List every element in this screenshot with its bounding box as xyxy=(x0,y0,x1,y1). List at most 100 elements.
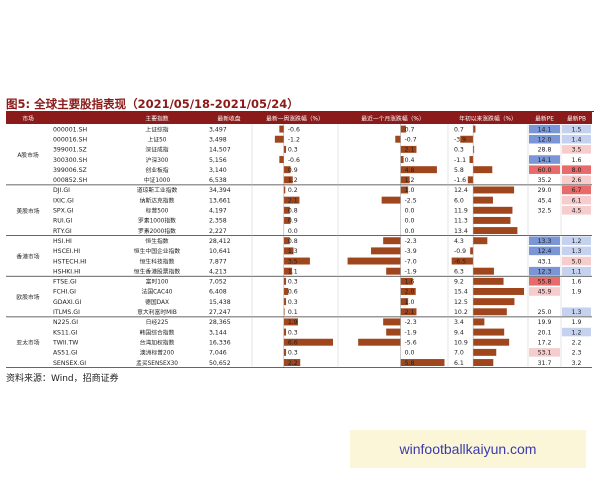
pb-cell-bg xyxy=(562,185,591,195)
pe-cell-bg xyxy=(529,236,560,245)
week-bar xyxy=(283,338,334,346)
ytd-value: 5.8 xyxy=(454,167,464,174)
pe-cell-bg xyxy=(529,134,560,144)
ytd-value: 12.4 xyxy=(454,187,468,194)
index-name: 沪深300 xyxy=(146,156,169,164)
close-value: 2,227 xyxy=(209,228,227,235)
pb-value: 2.6 xyxy=(572,177,582,184)
pb-value: 2.3 xyxy=(572,350,582,357)
month-bar xyxy=(395,135,401,143)
week-bar xyxy=(283,267,293,275)
ytd-bar xyxy=(473,166,493,174)
week-bar xyxy=(283,308,285,316)
index-code: SPX.GI xyxy=(53,208,74,215)
watermark-text: winfootballkaiyun.com xyxy=(399,441,537,457)
index-code: 000852.SH xyxy=(53,177,88,184)
close-value: 15,438 xyxy=(209,299,231,306)
pb-value: 1.5 xyxy=(572,126,582,133)
week-value: 0.3 xyxy=(288,350,298,357)
index-code: KS11.GI xyxy=(53,329,78,336)
month-bar xyxy=(386,267,401,275)
pe-value: 45.4 xyxy=(538,197,552,204)
week-value: 0.3 xyxy=(288,279,298,286)
pb-value: 3.2 xyxy=(572,360,582,367)
month-bar xyxy=(386,328,401,336)
ytd-value: -1.6 xyxy=(454,177,466,184)
pb-value: 5.0 xyxy=(572,258,582,265)
index-name: 创业板指 xyxy=(145,166,168,174)
index-name: 韩国综合指数 xyxy=(140,328,175,336)
ytd-value: 10.2 xyxy=(454,309,468,316)
close-value: 50,652 xyxy=(209,360,231,367)
week-value: 2.1 xyxy=(288,197,298,204)
index-name: 上证综指 xyxy=(145,125,168,133)
month-value: 1.0 xyxy=(405,187,415,194)
index-name: 富时100 xyxy=(146,278,169,286)
pb-cell-bg xyxy=(562,327,591,337)
header-label: 主要指数 xyxy=(145,115,168,123)
close-value: 3,144 xyxy=(209,329,227,336)
index-name: 标普500 xyxy=(146,207,169,215)
ytd-bar xyxy=(460,135,474,143)
week-bar xyxy=(283,145,287,153)
month-bar xyxy=(400,308,417,316)
index-name: 纳斯达克指数 xyxy=(140,196,175,204)
month-bar xyxy=(400,176,410,184)
index-name: 日经225 xyxy=(146,318,169,326)
close-value: 34,394 xyxy=(209,187,231,194)
pb-value: 1.3 xyxy=(572,248,582,255)
month-bar xyxy=(400,186,409,194)
index-code: HSHKI.HI xyxy=(53,268,81,275)
pe-value: 12.4 xyxy=(538,248,552,255)
index-code: HSCEI.HI xyxy=(53,248,80,255)
index-code: AS51.GI xyxy=(53,350,78,357)
index-code: 399006.SZ xyxy=(53,167,87,174)
pb-cell-bg xyxy=(562,246,591,256)
pe-value: 19.9 xyxy=(538,319,552,326)
ytd-value: -0.9 xyxy=(454,248,466,255)
close-value: 6,408 xyxy=(209,289,227,296)
week-value: 0.9 xyxy=(288,218,298,225)
week-value: 0.3 xyxy=(288,147,298,154)
month-value: -2.5 xyxy=(405,197,417,204)
header-label: 最新PE xyxy=(535,115,554,123)
title-rule xyxy=(6,111,594,112)
pb-value: 8.0 xyxy=(572,167,582,174)
week-value: 6.6 xyxy=(288,339,298,346)
close-value: 16,336 xyxy=(209,339,231,346)
week-bar xyxy=(279,156,284,163)
header-label: 最近一个月涨跌幅（%） xyxy=(361,115,424,123)
close-value: 3,498 xyxy=(209,136,227,143)
index-name: 恒生科技指数 xyxy=(140,257,175,265)
week-bar xyxy=(283,277,287,285)
index-code: ITLMS.GI xyxy=(53,309,80,316)
pe-value: 60.0 xyxy=(538,167,552,174)
week-bar xyxy=(279,125,284,133)
month-value: 0.0 xyxy=(405,208,415,215)
ytd-bar xyxy=(469,156,474,163)
pb-value: 1.2 xyxy=(572,329,582,336)
index-name: 罗素2000指数 xyxy=(138,227,176,235)
week-value: 3.5 xyxy=(288,258,298,265)
ytd-value: 6.0 xyxy=(454,197,464,204)
month-value: -2.3 xyxy=(405,238,417,245)
market-label: 亚太市场 xyxy=(16,339,39,347)
pb-value: 1.6 xyxy=(572,157,582,164)
month-value: 0.7 xyxy=(405,126,415,133)
ytd-bar xyxy=(473,145,475,153)
week-value: 0.8 xyxy=(288,208,298,215)
ytd-value: 13.4 xyxy=(454,228,468,235)
week-value: 1.2 xyxy=(288,177,298,184)
header-label: 年初以来涨跌幅（%） xyxy=(459,115,517,123)
month-value: 1.2 xyxy=(405,177,415,184)
ytd-bar xyxy=(473,288,525,295)
pb-cell-bg xyxy=(562,145,591,154)
month-value: 0.0 xyxy=(405,218,415,225)
week-value: 0.0 xyxy=(288,228,298,235)
ytd-bar xyxy=(473,338,510,346)
index-name: 法国CAC40 xyxy=(142,288,173,296)
pe-cell-bg xyxy=(529,287,560,296)
month-bar xyxy=(383,237,401,245)
index-code: DJI.GI xyxy=(53,187,70,194)
ytd-value: 6.1 xyxy=(454,360,464,367)
